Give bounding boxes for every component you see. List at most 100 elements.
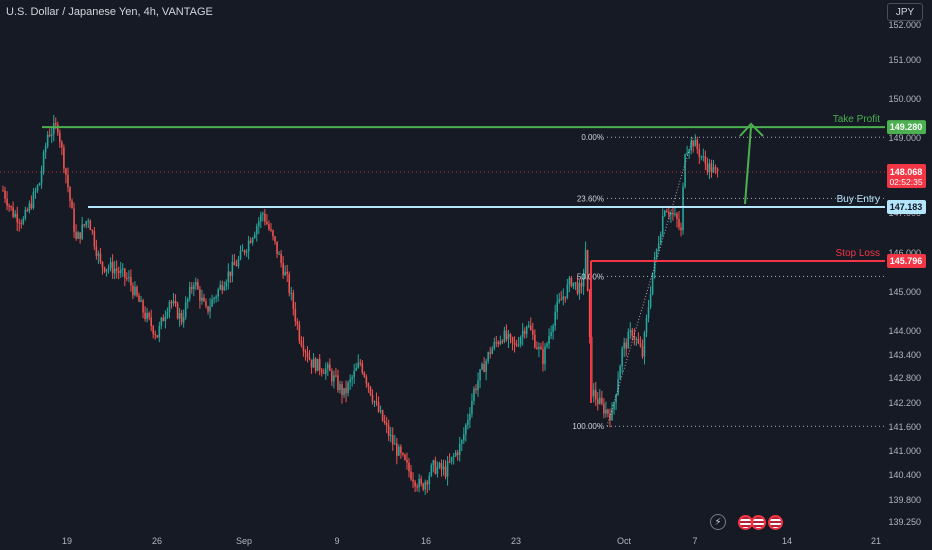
candle-body xyxy=(406,459,408,463)
candle-body xyxy=(170,301,173,304)
candle-body xyxy=(339,384,341,391)
candle-body xyxy=(408,462,410,472)
candle-body xyxy=(651,272,654,294)
candle-body xyxy=(34,191,37,193)
candle-body xyxy=(69,187,71,201)
candle-body xyxy=(639,343,642,347)
candle-body xyxy=(4,190,6,199)
candle-body xyxy=(310,359,313,368)
price-tag-label: 147.183 xyxy=(890,202,923,212)
y-tick-label: 139.800 xyxy=(888,495,921,505)
candle-body xyxy=(158,325,161,338)
candle-body xyxy=(211,299,213,307)
candle-body xyxy=(404,454,406,460)
candle-body xyxy=(18,222,21,224)
candle-body xyxy=(257,221,260,227)
candle-body xyxy=(113,268,116,274)
candle-body xyxy=(540,346,542,350)
candle-body xyxy=(186,298,189,303)
candle-body xyxy=(59,132,61,143)
candle-body xyxy=(197,282,199,290)
candle-body xyxy=(245,251,248,253)
x-tick-label: 21 xyxy=(871,536,881,546)
candle-body xyxy=(272,230,274,237)
candle-body xyxy=(341,384,343,396)
candle-body xyxy=(460,440,463,444)
candle-body xyxy=(83,224,85,226)
candle-body xyxy=(73,208,75,232)
candle-body xyxy=(607,409,609,414)
us-flag-icon[interactable] xyxy=(751,515,766,530)
us-flag-icon[interactable] xyxy=(768,515,783,530)
candle-body xyxy=(99,253,102,262)
candle-body xyxy=(676,213,678,219)
candle-body xyxy=(278,253,280,255)
candle-body xyxy=(672,212,674,215)
candle-body xyxy=(146,313,148,320)
candle-body xyxy=(430,465,433,476)
candle-body xyxy=(130,276,132,286)
candle-body xyxy=(668,212,670,215)
candle-body xyxy=(81,224,83,239)
candle-body xyxy=(270,229,272,231)
y-tick-label: 142.200 xyxy=(888,398,921,408)
candle-body xyxy=(592,389,595,397)
projection-arrow xyxy=(744,126,752,205)
price-tag-label: 145.796 xyxy=(890,256,923,266)
price-tag-label: 149.280 xyxy=(890,122,923,132)
candle-body xyxy=(515,344,518,346)
candle-body xyxy=(471,400,473,414)
candle-body xyxy=(615,394,617,403)
candle-body xyxy=(700,156,703,158)
y-tick-label: 150.000 xyxy=(888,94,921,104)
candle-body xyxy=(237,259,240,267)
x-tick-label: 7 xyxy=(692,536,697,546)
candle-body xyxy=(550,332,552,337)
candle-body xyxy=(154,334,157,336)
candle-body xyxy=(316,358,319,372)
lightning-icon[interactable]: ⚡ xyxy=(710,514,726,530)
candle-body xyxy=(383,420,386,424)
candle-body xyxy=(243,250,246,253)
candle-body xyxy=(128,276,130,278)
candle-body xyxy=(574,282,577,284)
candle-body xyxy=(89,220,92,231)
candle-body xyxy=(704,156,707,164)
candle-body xyxy=(26,209,29,211)
candle-body xyxy=(65,168,67,175)
candle-body xyxy=(503,330,506,342)
candle-body xyxy=(255,226,258,235)
candle-body xyxy=(95,246,98,256)
candle-body xyxy=(442,466,445,470)
candle-body xyxy=(517,344,520,346)
candle-body xyxy=(38,183,41,186)
candle-body xyxy=(225,282,228,287)
candle-body xyxy=(601,397,603,404)
candle-body xyxy=(67,174,69,188)
candle-body xyxy=(481,363,483,370)
candle-body xyxy=(42,152,45,172)
candles-layer xyxy=(2,115,719,495)
x-tick-label: Oct xyxy=(617,536,632,546)
candle-body xyxy=(509,334,512,338)
candle-body xyxy=(52,123,55,135)
candle-body xyxy=(324,368,327,374)
currency-button[interactable]: JPY xyxy=(887,3,923,21)
candle-body xyxy=(469,413,471,420)
candle-body xyxy=(432,460,435,466)
candle-body xyxy=(363,372,366,377)
candle-body xyxy=(93,231,96,247)
candle-body xyxy=(611,409,613,421)
candle-body xyxy=(24,209,27,219)
level-name: Take Profit xyxy=(833,114,880,125)
candle-body xyxy=(327,364,329,369)
candle-body xyxy=(144,312,146,320)
candle-body xyxy=(467,419,469,425)
candle-body xyxy=(262,213,264,215)
candle-body xyxy=(87,220,90,222)
candle-body xyxy=(487,352,489,362)
candle-body xyxy=(61,142,63,148)
candle-body xyxy=(580,283,583,287)
candle-body xyxy=(458,443,461,456)
